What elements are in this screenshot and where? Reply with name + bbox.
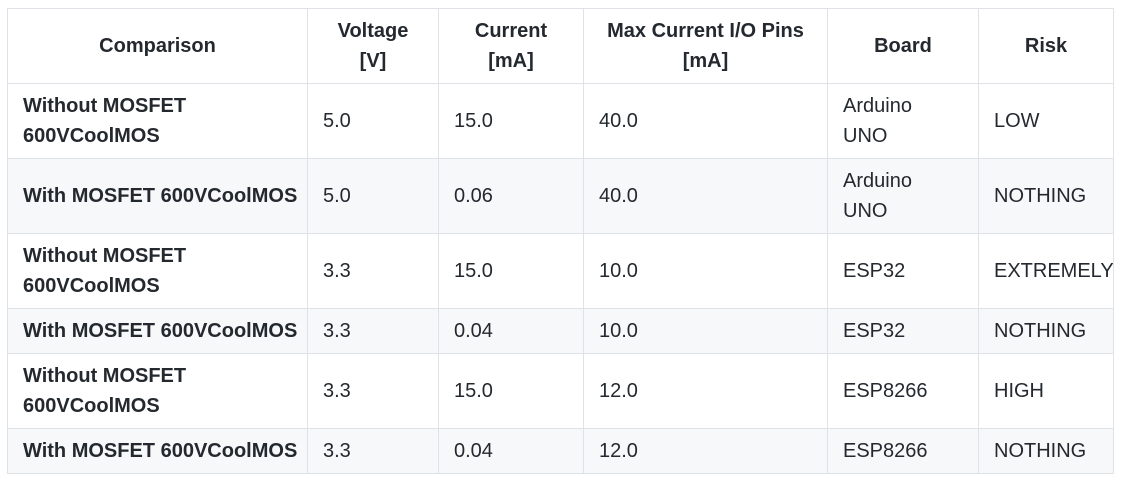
- cell-board: ESP8266: [827, 353, 979, 429]
- table-row: Without MOSFET 600VCoolMOS 3.3 15.0 12.0…: [7, 353, 1114, 429]
- cell-max-current-io-pins: 12.0: [583, 428, 828, 474]
- cell-risk: NOTHING: [978, 428, 1114, 474]
- cell-max-current-io-pins: 12.0: [583, 353, 828, 429]
- cell-board: ESP32: [827, 308, 979, 354]
- cell-risk: EXTREMELY: [978, 233, 1114, 309]
- cell-max-current-io-pins: 10.0: [583, 233, 828, 309]
- cell-board: ESP8266: [827, 428, 979, 474]
- cell-voltage: 3.3: [307, 353, 439, 429]
- column-header-comparison: Comparison: [7, 8, 308, 84]
- table-row: With MOSFET 600VCoolMOS 5.0 0.06 40.0 Ar…: [7, 158, 1114, 234]
- cell-comparison: With MOSFET 600VCoolMOS: [7, 308, 308, 354]
- comparison-table: Comparison Voltage [V] Current [mA] Max …: [7, 8, 1114, 474]
- cell-voltage: 3.3: [307, 233, 439, 309]
- cell-voltage: 5.0: [307, 83, 439, 159]
- cell-max-current-io-pins: 40.0: [583, 83, 828, 159]
- cell-comparison: Without MOSFET 600VCoolMOS: [7, 83, 308, 159]
- cell-comparison: With MOSFET 600VCoolMOS: [7, 158, 308, 234]
- table-row: With MOSFET 600VCoolMOS 3.3 0.04 10.0 ES…: [7, 308, 1114, 354]
- cell-board: ESP32: [827, 233, 979, 309]
- cell-risk: NOTHING: [978, 308, 1114, 354]
- cell-current: 15.0: [438, 353, 584, 429]
- table-row: Without MOSFET 600VCoolMOS 5.0 15.0 40.0…: [7, 83, 1114, 159]
- cell-max-current-io-pins: 10.0: [583, 308, 828, 354]
- column-header-board: Board: [827, 8, 979, 84]
- table-body: Without MOSFET 600VCoolMOS 5.0 15.0 40.0…: [7, 83, 1114, 474]
- cell-risk: NOTHING: [978, 158, 1114, 234]
- cell-risk: LOW: [978, 83, 1114, 159]
- column-header-risk: Risk: [978, 8, 1114, 84]
- cell-current: 0.04: [438, 428, 584, 474]
- cell-board: Arduino UNO: [827, 158, 979, 234]
- cell-voltage: 3.3: [307, 428, 439, 474]
- cell-current: 0.06: [438, 158, 584, 234]
- cell-voltage: 3.3: [307, 308, 439, 354]
- column-header-voltage: Voltage [V]: [307, 8, 439, 84]
- cell-comparison: With MOSFET 600VCoolMOS: [7, 428, 308, 474]
- cell-current: 15.0: [438, 233, 584, 309]
- cell-voltage: 5.0: [307, 158, 439, 234]
- cell-current: 0.04: [438, 308, 584, 354]
- table-header: Comparison Voltage [V] Current [mA] Max …: [7, 8, 1114, 84]
- cell-risk: HIGH: [978, 353, 1114, 429]
- table-row: With MOSFET 600VCoolMOS 3.3 0.04 12.0 ES…: [7, 428, 1114, 474]
- column-header-max-current-io-pins: Max Current I/O Pins [mA]: [583, 8, 828, 84]
- cell-current: 15.0: [438, 83, 584, 159]
- table-row: Without MOSFET 600VCoolMOS 3.3 15.0 10.0…: [7, 233, 1114, 309]
- cell-board: Arduino UNO: [827, 83, 979, 159]
- header-row: Comparison Voltage [V] Current [mA] Max …: [7, 8, 1114, 84]
- cell-comparison: Without MOSFET 600VCoolMOS: [7, 353, 308, 429]
- cell-max-current-io-pins: 40.0: [583, 158, 828, 234]
- cell-comparison: Without MOSFET 600VCoolMOS: [7, 233, 308, 309]
- column-header-current: Current [mA]: [438, 8, 584, 84]
